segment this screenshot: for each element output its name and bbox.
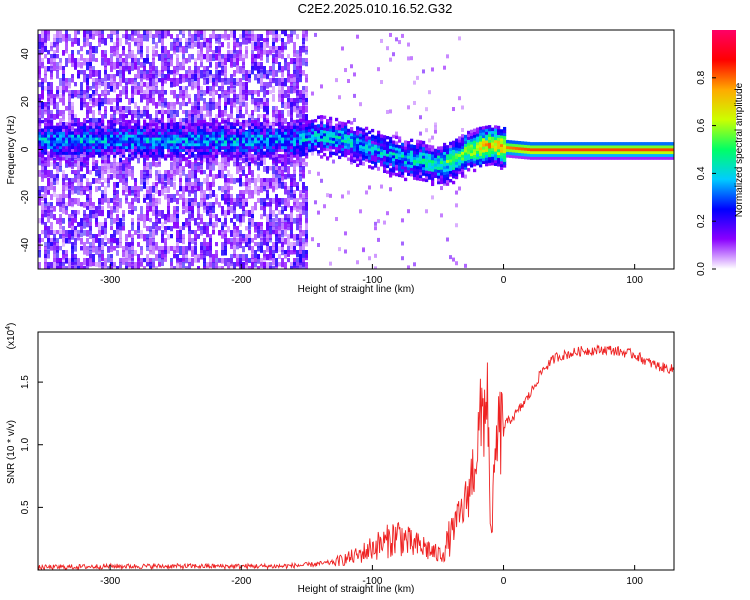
x-tick-label: 0 <box>501 576 507 587</box>
y-tick-label: 1.0 <box>20 437 31 451</box>
x-tick-label: -200 <box>231 275 251 286</box>
x-tick-label: -100 <box>362 576 382 587</box>
spectrogram-x-axis-title: Height of straight line (km) <box>298 284 415 295</box>
colorbar-ticks: 0.0 0.2 0.4 0.6 0.8 <box>696 70 716 276</box>
spectrogram-heatmap <box>38 30 674 269</box>
spectrogram-cells <box>38 30 674 269</box>
x-tick-label: 100 <box>626 275 643 286</box>
colorbar: 0.0 0.2 0.4 0.6 0.8 Normalized spectral ampl… <box>696 30 745 276</box>
y-tick-label: 0.5 <box>20 500 31 514</box>
x-tick-label: -100 <box>362 275 382 286</box>
colorbar-tick-label: 0.6 <box>696 118 707 132</box>
colorbar-tick-label: 0.0 <box>696 262 707 276</box>
snr-frame <box>37 331 675 571</box>
spectrogram-x-ticks: -300 -200 -100 0 100 <box>100 264 643 286</box>
figure-title: C2E2.2025.010.16.52.G32 <box>298 1 453 16</box>
x-tick-label: -200 <box>231 576 251 587</box>
y-tick-label: 1.5 <box>20 375 31 389</box>
colorbar-gradient <box>712 30 736 269</box>
y-tick-label: 20 <box>20 96 31 108</box>
snr-y-ticks: 0.5 1.0 1.5 <box>20 375 43 514</box>
snr-plot-area <box>38 332 674 570</box>
x-tick-label: -300 <box>100 576 120 587</box>
snr-y-scale-label: (x104) <box>5 323 17 350</box>
snr-panel: -300 -200 -100 0 100 0.5 1.0 1.5 Height of str… <box>5 323 675 595</box>
spectrogram-y-axis-title: Frequency (Hz) <box>6 116 17 185</box>
colorbar-tick-label: 0.4 <box>696 166 707 180</box>
x-tick-label: 0 <box>501 275 507 286</box>
snr-x-axis-title: Height of straight line (km) <box>298 584 415 595</box>
spectrogram-y-ticks: -40 -20 0 20 40 <box>20 48 43 252</box>
snr-line <box>38 344 674 570</box>
colorbar-tick-label: 0.8 <box>696 70 707 84</box>
snr-series <box>38 344 674 570</box>
colorbar-tick-label: 0.2 <box>696 214 707 228</box>
snr-x-ticks: -300 -200 -100 0 100 <box>100 565 643 587</box>
x-tick-label: 100 <box>626 576 643 587</box>
snr-y-axis-title: SNR (10 * v/v) <box>6 420 17 484</box>
y-tick-label: -40 <box>20 237 31 252</box>
y-tick-label: 0 <box>20 146 31 152</box>
colorbar-label: Normalized spectral amplitude <box>734 82 745 217</box>
y-tick-label: 40 <box>20 48 31 60</box>
y-tick-label: -20 <box>20 190 31 205</box>
x-tick-label: -300 <box>100 275 120 286</box>
